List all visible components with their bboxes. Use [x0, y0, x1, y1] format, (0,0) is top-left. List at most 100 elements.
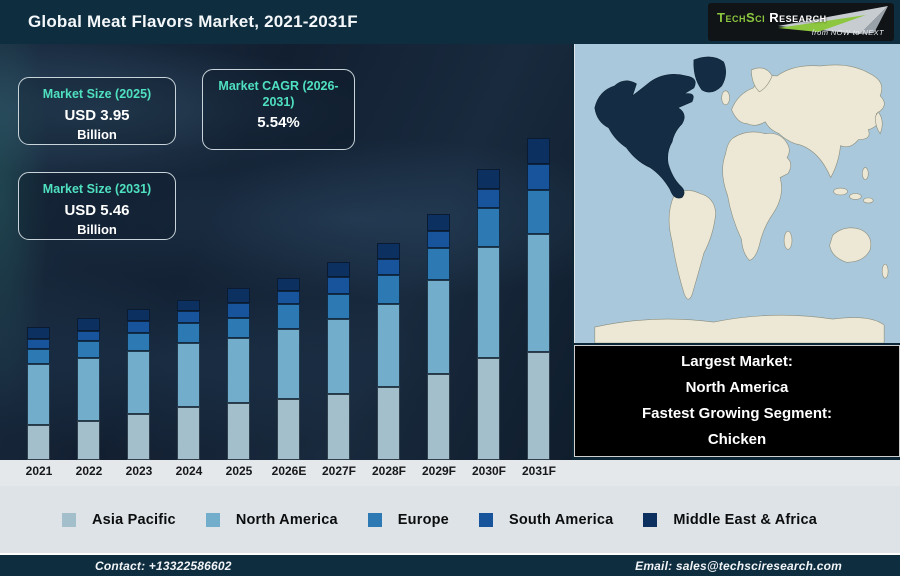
bar-segment-asia-pacific — [77, 421, 100, 460]
axis-label-2028f: 2028F — [371, 464, 407, 478]
legend: Asia Pacific North America Europe South Ame… — [0, 486, 900, 553]
bar-segment-asia-pacific — [477, 358, 500, 460]
bar-segment-middle-east-africa — [427, 214, 450, 231]
bar-segment-north-america — [477, 247, 500, 358]
metric-value: USD 3.95 — [64, 106, 130, 124]
bar-segment-north-america — [127, 351, 150, 414]
logo-wordmark: TechSci Research — [717, 10, 827, 25]
logo-arrow-icon — [778, 6, 888, 34]
bar-2030f — [477, 169, 500, 460]
legend-label: Europe — [397, 511, 449, 528]
bar-segment-middle-east-africa — [77, 318, 100, 331]
callout-line: Largest Market: — [681, 353, 793, 370]
bar-segment-south-america — [277, 291, 300, 304]
bar-segment-asia-pacific — [277, 399, 300, 460]
legend-label: Middle East & Africa — [673, 511, 818, 528]
bar-segment-asia-pacific — [377, 387, 400, 460]
bar-segment-europe — [27, 349, 50, 364]
axis-label-2029f: 2029F — [421, 464, 457, 478]
title-bar: Global Meat Flavors Market, 2021-2031F T… — [0, 0, 900, 44]
legend-item-north-america: North America — [205, 511, 338, 528]
metric-unit: Billion — [77, 126, 117, 142]
bar-segment-middle-east-africa — [327, 262, 350, 277]
bar-segment-asia-pacific — [127, 414, 150, 460]
bar-segment-south-america — [127, 321, 150, 333]
callout-line: North America — [685, 379, 789, 396]
bar-segment-north-america — [277, 329, 300, 399]
bar-segment-asia-pacific — [527, 352, 550, 460]
metric-card-cagr: Market CAGR (2026-2031) 5.54% — [202, 69, 355, 150]
bar-segment-middle-east-africa — [177, 300, 200, 311]
footer-contact: Contact: +13322586602 — [95, 558, 232, 573]
metric-card-market-size-2031: Market Size (2031) USD 5.46 Billion — [18, 172, 176, 240]
bar-2025 — [227, 288, 250, 460]
bar-2029f — [427, 214, 450, 460]
bar-segment-north-america — [27, 364, 50, 425]
bar-segment-north-america — [77, 358, 100, 421]
bar-segment-south-america — [177, 311, 200, 323]
metric-label: Market CAGR (2026-2031) — [218, 79, 339, 109]
bar-segment-asia-pacific — [327, 394, 350, 460]
bar-segment-south-america — [377, 259, 400, 275]
bar-segment-middle-east-africa — [27, 327, 50, 339]
legend-label: North America — [235, 511, 338, 528]
footer-email: Email: sales@techsciresearch.com — [635, 558, 842, 573]
metric-label: Market Size (2031) — [42, 182, 152, 196]
logo-brand-secondary: Research — [769, 10, 827, 25]
bar-segment-europe — [277, 304, 300, 329]
metric-label: Market Size (2025) — [42, 87, 152, 101]
bar-segment-asia-pacific — [27, 425, 50, 460]
bar-2024 — [177, 300, 200, 460]
legend-swatch-asia-pacific — [62, 512, 76, 527]
techsci-logo: TechSci Research from NOW to NEXT — [708, 3, 894, 41]
bar-segment-middle-east-africa — [277, 278, 300, 291]
bar-segment-middle-east-africa — [127, 309, 150, 321]
legend-swatch-north-america — [205, 512, 220, 527]
right-panel: Largest Market: North America Fastest Gr… — [572, 44, 900, 460]
callout-line: Fastest Growing Segment: — [641, 405, 833, 422]
bar-segment-south-america — [527, 164, 550, 190]
logo-tagline: from NOW to NEXT — [811, 28, 884, 37]
bar-segment-europe — [427, 248, 450, 280]
bar-segment-europe — [377, 275, 400, 304]
metric-value: USD 5.46 — [64, 201, 130, 219]
bar-segment-europe — [327, 294, 350, 319]
metric-unit: Billion — [77, 221, 117, 237]
bar-segment-south-america — [427, 231, 450, 248]
axis-label-2023: 2023 — [125, 464, 153, 478]
bar-2027f — [327, 262, 350, 460]
legend-item-asia-pacific: Asia Pacific — [62, 512, 176, 528]
axis-label-2025: 2025 — [225, 464, 253, 478]
bar-segment-south-america — [77, 331, 100, 341]
axis-label-2026e: 2026E — [271, 464, 307, 478]
world-map-graphic — [575, 44, 900, 343]
bar-2021 — [27, 327, 50, 460]
legend-label: Asia Pacific — [92, 511, 176, 528]
bar-segment-asia-pacific — [177, 407, 200, 460]
world-map — [574, 44, 900, 343]
bar-segment-europe — [127, 333, 150, 351]
bar-segment-europe — [527, 190, 550, 234]
bar-2026e — [277, 278, 300, 460]
footer-bar: Contact: +13322586602 Email: sales@techs… — [0, 553, 900, 576]
bar-segment-asia-pacific — [427, 374, 450, 460]
axis-label-2022: 2022 — [75, 464, 103, 478]
bar-segment-north-america — [427, 280, 450, 374]
legend-swatch-middle-east-africa — [643, 512, 658, 527]
axis-label-2031f: 2031F — [521, 464, 557, 478]
bar-segment-north-america — [227, 338, 250, 403]
x-axis-labels: 2021 2022 2023 2024 2025 2026E 2027F 2028F 2029F… — [0, 460, 900, 486]
main-content: Market Size (2025) USD 3.95 Billion Mark… — [0, 44, 900, 460]
legend-item-south-america: South America — [478, 511, 614, 528]
page-title: Global Meat Flavors Market, 2021-2031F — [28, 12, 358, 31]
legend-swatch-south-america — [478, 512, 493, 527]
callout-line: Chicken — [707, 431, 767, 448]
bar-2031f — [527, 138, 550, 460]
bar-segment-asia-pacific — [227, 403, 250, 460]
bar-segment-south-america — [27, 339, 50, 349]
legend-label: South America — [508, 511, 614, 528]
axis-label-2024: 2024 — [175, 464, 203, 478]
legend-item-middle-east-africa: Middle East & Africa — [643, 512, 817, 528]
bar-2028f — [377, 243, 400, 460]
